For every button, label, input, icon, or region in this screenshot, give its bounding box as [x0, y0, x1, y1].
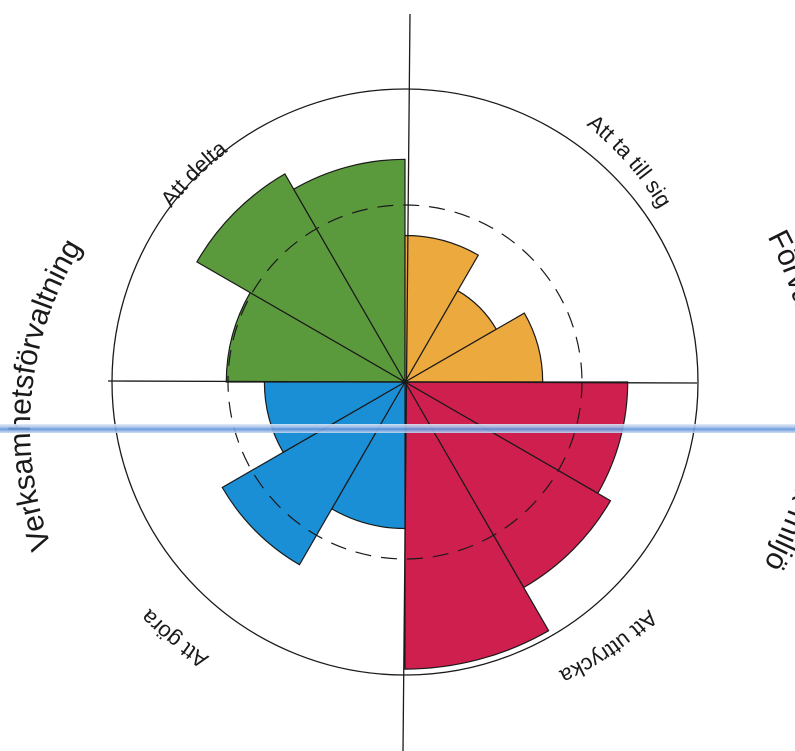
label-verksamhetsforvaltning: Verksamhetsförvaltning: [4, 233, 88, 554]
sector-red-1: [402, 381, 629, 495]
sector-red-2: [403, 380, 612, 589]
label-att-uttrycka: Att uttrycka: [556, 606, 663, 690]
label-forvaltning-av-fysisk-miljo: Förvaltning av fysisk miljö: [758, 225, 795, 577]
scan-line-artifact: [0, 424, 795, 433]
sectors-group: [196, 158, 629, 670]
sector-green-2: [196, 173, 407, 384]
outer-circle: [111, 88, 699, 676]
sector-red-3: [404, 379, 550, 670]
sector-green-1: [225, 291, 408, 383]
sector-orange-1: [404, 234, 480, 385]
label-att-delta: Att delta: [155, 135, 231, 211]
horizontal-axis: [107, 380, 698, 384]
label-att-gora: Att göra: [135, 604, 212, 673]
sector-green-3: [292, 158, 406, 385]
